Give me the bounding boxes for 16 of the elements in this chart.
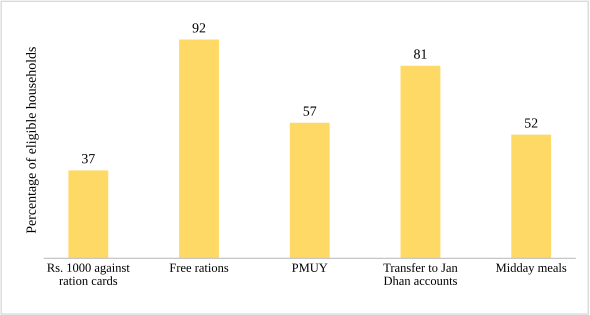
data-label: 81 (414, 49, 427, 59)
bar (290, 122, 330, 258)
x-tick-label: PMUY (292, 264, 328, 272)
data-label: 92 (192, 23, 206, 33)
bar (179, 40, 219, 258)
x-tick-label: Free rations (170, 264, 228, 272)
y-axis-title: Percentage of eligible households (26, 47, 39, 234)
x-tick-label: Midday meals (496, 263, 566, 275)
bar (511, 134, 552, 258)
data-label: 52 (525, 118, 538, 128)
data-label: 37 (82, 154, 95, 164)
data-label: 57 (304, 106, 316, 116)
bar (400, 66, 440, 258)
x-tick-label: Transfer to Jan Dhan accounts (383, 263, 458, 286)
x-tick-label: Rs. 1000 against ration cards (47, 263, 130, 286)
bar (68, 170, 108, 258)
